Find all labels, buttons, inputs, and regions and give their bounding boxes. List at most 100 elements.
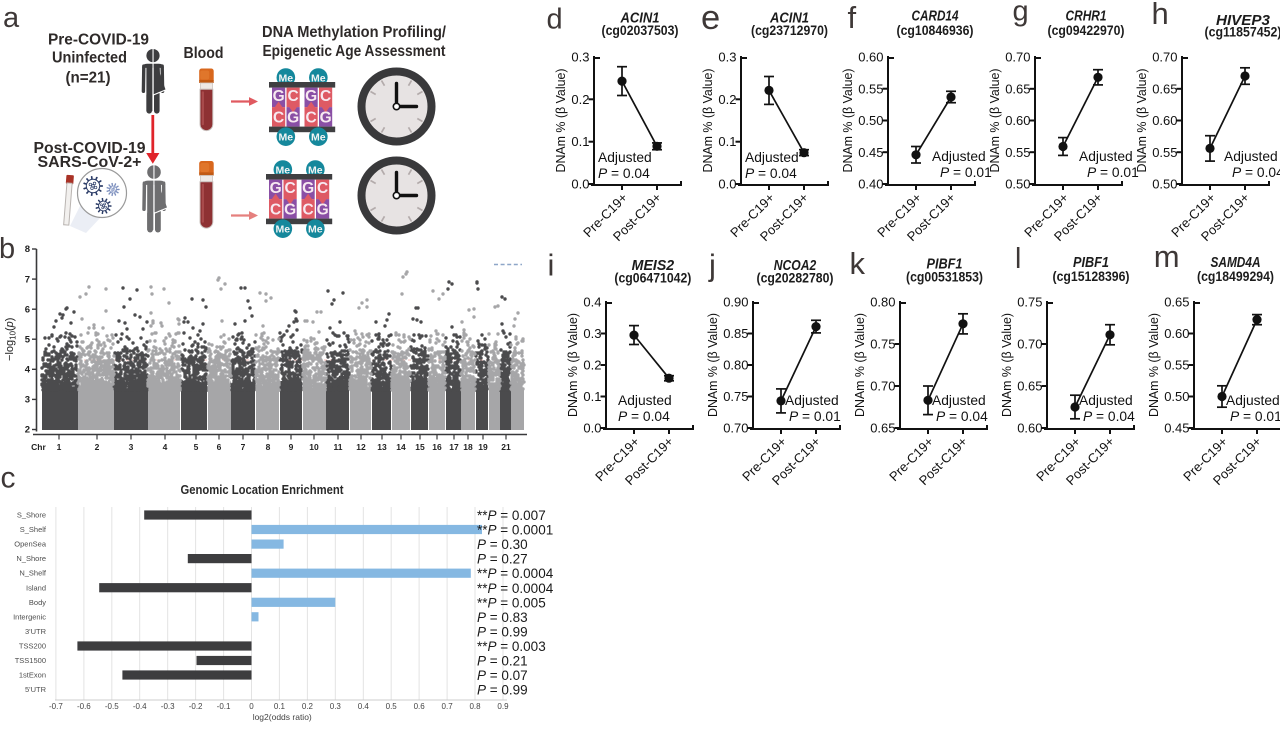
svg-text:Uninfected: Uninfected <box>52 50 127 67</box>
svg-text:0.4: 0.4 <box>583 295 601 310</box>
svg-text:h: h <box>1152 0 1169 31</box>
svg-text:DNA Methylation Profiling/: DNA Methylation Profiling/ <box>262 24 447 41</box>
svg-text:5'UTR: 5'UTR <box>25 685 47 694</box>
svg-text:-0.6: -0.6 <box>77 702 91 711</box>
svg-text:21: 21 <box>501 442 511 452</box>
svg-text:-0.1: -0.1 <box>217 702 231 711</box>
svg-text:Genomic Location Enrichment: Genomic Location Enrichment <box>181 482 345 497</box>
svg-text:DNAm % (β Value): DNAm % (β Value) <box>1146 313 1161 417</box>
svg-text:14: 14 <box>396 442 406 452</box>
svg-text:0.90: 0.90 <box>723 295 748 310</box>
svg-text:0.65: 0.65 <box>1152 81 1177 96</box>
svg-text:0: 0 <box>249 702 254 711</box>
svg-text:0.55: 0.55 <box>1164 358 1189 373</box>
svg-text:7: 7 <box>241 442 246 452</box>
svg-text:Adjusted: Adjusted <box>618 393 672 408</box>
svg-text:Intergenic: Intergenic <box>13 612 46 621</box>
svg-text:DNAm % (β Value): DNAm % (β Value) <box>987 69 1002 173</box>
svg-text:0.55: 0.55 <box>858 81 883 96</box>
svg-text:Adjusted: Adjusted <box>932 393 986 408</box>
svg-text:Adjusted: Adjusted <box>598 150 652 165</box>
svg-text:TSS200: TSS200 <box>19 641 46 650</box>
svg-text:DNAm % (β Value): DNAm % (β Value) <box>565 313 580 417</box>
svg-text:P = 0.04: P = 0.04 <box>598 166 650 181</box>
svg-text:DNAm % (β Value): DNAm % (β Value) <box>852 313 867 417</box>
svg-text:5: 5 <box>25 334 31 345</box>
svg-text:P = 0.04: P = 0.04 <box>1083 409 1135 424</box>
svg-text:0.70: 0.70 <box>1017 337 1042 352</box>
svg-text:DNAm % (β Value): DNAm % (β Value) <box>840 69 855 173</box>
svg-text:e: e <box>701 0 720 37</box>
svg-text:0.3: 0.3 <box>583 326 601 341</box>
svg-text:Pre-COVID-19: Pre-COVID-19 <box>48 32 149 49</box>
svg-text:C: C <box>302 202 313 219</box>
svg-text:0.80: 0.80 <box>870 295 895 310</box>
svg-text:0.0: 0.0 <box>571 177 589 192</box>
svg-text:G: G <box>320 110 332 127</box>
svg-text:0.4: 0.4 <box>358 702 370 711</box>
svg-text:7: 7 <box>25 274 30 285</box>
svg-text:5: 5 <box>194 442 199 452</box>
svg-text:g: g <box>1013 0 1029 28</box>
svg-text:-0.2: -0.2 <box>189 702 203 711</box>
svg-text:Blood: Blood <box>184 45 224 62</box>
svg-text:4: 4 <box>25 365 31 376</box>
svg-text:m: m <box>1154 239 1180 274</box>
svg-text:0.2: 0.2 <box>718 92 736 107</box>
svg-text:(cg15128396): (cg15128396) <box>1053 268 1130 284</box>
svg-text:0.70: 0.70 <box>870 379 895 394</box>
svg-text:0.45: 0.45 <box>1164 421 1189 436</box>
svg-text:0.1: 0.1 <box>274 702 286 711</box>
svg-text:6: 6 <box>25 304 30 315</box>
svg-text:0.55: 0.55 <box>1152 145 1177 160</box>
svg-text:P = 0.01: P = 0.01 <box>940 165 992 180</box>
svg-text:16: 16 <box>432 442 442 452</box>
svg-text:0.60: 0.60 <box>1017 421 1042 436</box>
svg-text:G: G <box>317 202 329 219</box>
svg-text:3'UTR: 3'UTR <box>25 627 47 636</box>
svg-text:P = 0.01: P = 0.01 <box>1230 409 1280 424</box>
svg-text:DNAm % (β Value): DNAm % (β Value) <box>700 69 715 173</box>
svg-text:f: f <box>848 0 857 35</box>
svg-text:Island: Island <box>26 583 46 592</box>
svg-text:G: G <box>305 88 317 105</box>
svg-text:C: C <box>287 88 298 105</box>
svg-text:l: l <box>1015 243 1021 275</box>
svg-text:G: G <box>273 88 285 105</box>
svg-text:0.85: 0.85 <box>723 326 748 341</box>
svg-text:0.50: 0.50 <box>1152 177 1177 192</box>
svg-text:(cg23712970): (cg23712970) <box>751 22 828 38</box>
svg-text:j: j <box>708 248 716 283</box>
svg-text:(cg06471042): (cg06471042) <box>614 270 691 286</box>
svg-text:S_Shore: S_Shore <box>17 511 46 520</box>
svg-text:P = 0.04: P = 0.04 <box>936 409 988 424</box>
svg-text:0.60: 0.60 <box>1152 113 1177 128</box>
svg-text:8: 8 <box>266 442 271 452</box>
svg-text:(cg11857452): (cg11857452) <box>1205 24 1280 40</box>
svg-text:i: i <box>548 248 555 283</box>
svg-text:2: 2 <box>95 442 100 452</box>
svg-text:**P = 0.0004: **P = 0.0004 <box>477 581 554 596</box>
svg-text:log2(odds ratio): log2(odds ratio) <box>253 712 312 722</box>
svg-text:P = 0.21: P = 0.21 <box>477 654 528 669</box>
svg-text:Adjusted: Adjusted <box>745 150 799 165</box>
svg-text:C: C <box>320 88 331 105</box>
svg-text:19: 19 <box>478 442 488 452</box>
svg-text:0.60: 0.60 <box>858 50 883 65</box>
svg-text:-0.4: -0.4 <box>133 702 147 711</box>
svg-text:Adjusted: Adjusted <box>1079 393 1133 408</box>
svg-text:3: 3 <box>129 442 134 452</box>
svg-text:P = 0.27: P = 0.27 <box>477 552 528 567</box>
svg-text:d: d <box>547 4 563 36</box>
svg-text:0.75: 0.75 <box>723 389 748 404</box>
svg-text:Adjusted: Adjusted <box>1226 393 1280 408</box>
svg-text:OpenSea: OpenSea <box>14 540 47 549</box>
svg-text:P = 0.99: P = 0.99 <box>477 624 528 639</box>
svg-text:0.0: 0.0 <box>718 177 736 192</box>
svg-text:Me: Me <box>279 132 294 144</box>
svg-text:0.1: 0.1 <box>583 389 601 404</box>
svg-text:0.70: 0.70 <box>1005 50 1030 65</box>
svg-text:(cg20282780): (cg20282780) <box>757 270 834 286</box>
svg-text:0.50: 0.50 <box>858 113 883 128</box>
svg-text:0.75: 0.75 <box>1017 295 1042 310</box>
